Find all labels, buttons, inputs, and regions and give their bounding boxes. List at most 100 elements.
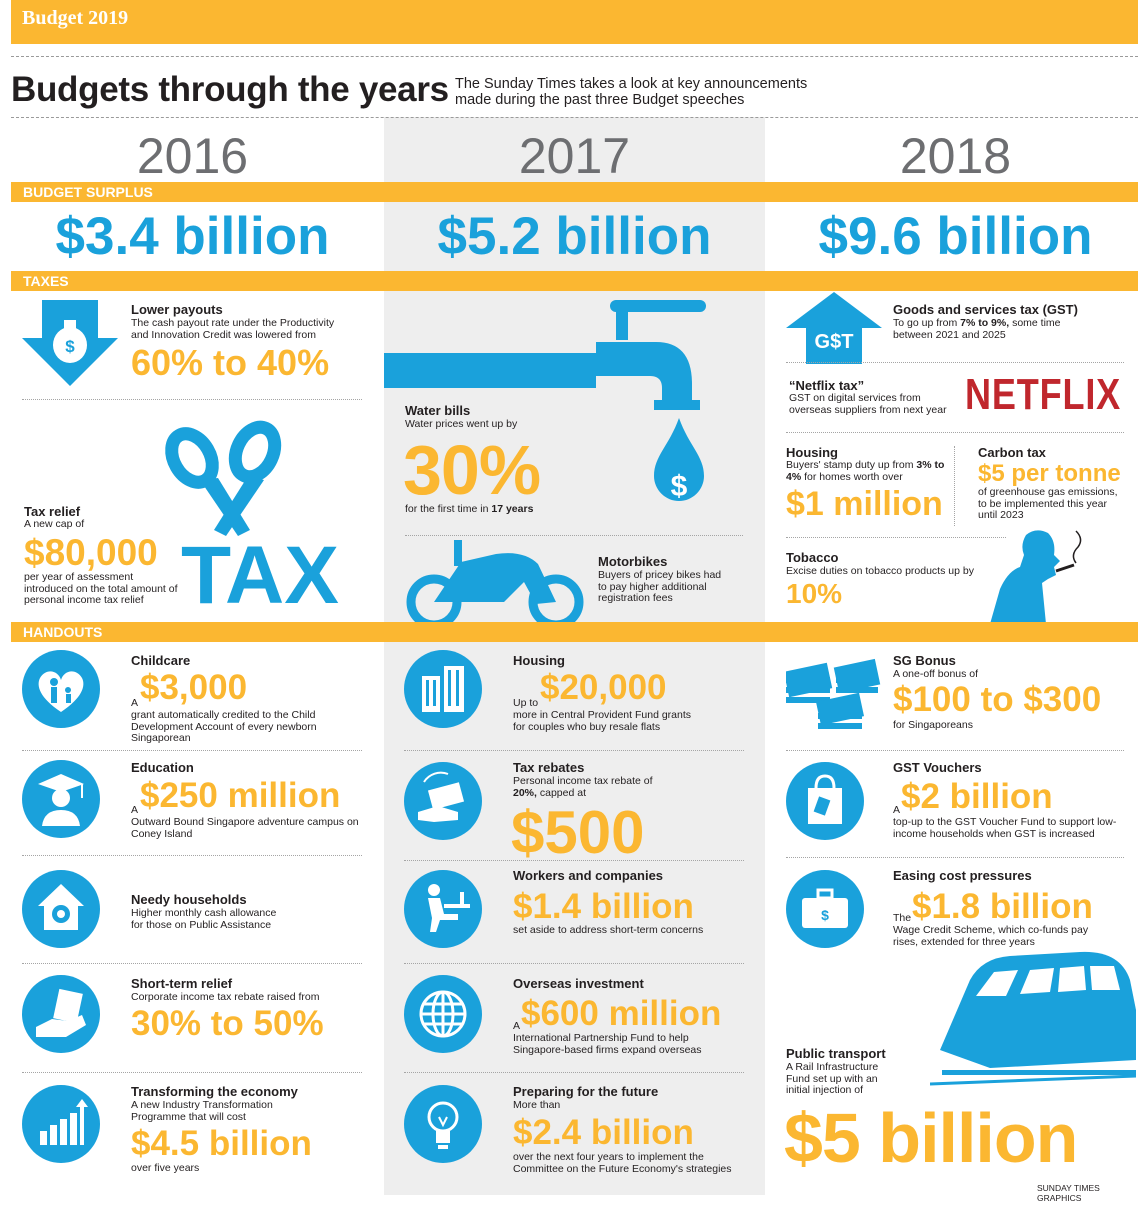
divider	[22, 399, 362, 400]
overseas-value: $600 million	[521, 994, 722, 1033]
gst-vouchers-heading: GST Vouchers	[893, 760, 982, 775]
housing-text: Buyers' stamp duty up from	[786, 459, 914, 471]
buildings-icon	[404, 650, 482, 728]
housing-grant-value: $20,000	[540, 668, 667, 707]
divider	[786, 432, 1124, 433]
motorbikes-text: Buyers of pricey bikes had to pay higher…	[598, 569, 722, 604]
tax-relief-text: A new cap of	[24, 518, 85, 530]
graphics-credit: SUNDAY TIMES GRAPHICS	[1037, 1183, 1100, 1203]
divider	[954, 446, 955, 526]
divider	[22, 855, 362, 856]
globe-icon	[404, 975, 482, 1053]
transforming-heading: Transforming the economy	[131, 1084, 298, 1099]
gst-text-post: some time between 2021 and 2025	[893, 317, 1061, 341]
scissors-tax-graphic: TAX	[165, 420, 339, 608]
water-bills-value: 30%	[403, 431, 541, 509]
overseas-text: International Partnership Fund to help S…	[513, 1032, 702, 1056]
housing-grant-text: more in Central Provident Fund grants fo…	[513, 709, 692, 733]
overseas-heading: Overseas investment	[513, 976, 644, 991]
lower-payouts-heading: Lower payouts	[131, 302, 223, 317]
section-band-handouts: HANDOUTS	[11, 622, 1138, 642]
netflix-tax-text: GST on digital services from overseas su…	[789, 392, 947, 416]
childcare-text: grant automatically credited to the Chil…	[131, 709, 317, 744]
shopping-bag-icon	[786, 762, 864, 840]
section-band-surplus: BUDGET SURPLUS	[11, 182, 1138, 202]
sg-bonus-heading: SG Bonus	[893, 653, 956, 668]
gst-vouchers-value: $2 billion	[901, 777, 1053, 816]
tax-rebates-pre: Personal income tax rebate of	[513, 775, 653, 787]
house-gear-icon	[22, 870, 100, 948]
education-value: $250 million	[140, 776, 341, 815]
section-label: BUDGET SURPLUS	[23, 184, 153, 200]
tax-relief-text2: per year of assessment introduced on the…	[24, 571, 178, 606]
sg-bonus-text: A one-off bonus of	[893, 668, 979, 680]
hand-money-arrows-icon	[404, 762, 482, 840]
section-label: TAXES	[23, 273, 69, 289]
easing-heading: Easing cost pressures	[893, 868, 1032, 883]
graduate-icon	[22, 760, 100, 838]
workers-text: set aside to address short-term concerns	[513, 924, 704, 936]
overseas-pre: A	[513, 1020, 521, 1032]
education-text: Outward Bound Singapore adventure campus…	[131, 816, 359, 840]
tobacco-heading: Tobacco	[786, 550, 839, 565]
smoker-silhouette-icon	[990, 530, 1082, 624]
gst-heading: Goods and services tax (GST)	[893, 302, 1078, 317]
divider	[405, 535, 743, 536]
easing-pre: The	[893, 912, 912, 924]
housing-tax-heading: Housing	[786, 445, 838, 460]
svg-text:$: $	[671, 470, 688, 503]
divider	[404, 750, 744, 751]
workers-value: $1.4 billion	[513, 887, 694, 926]
needy-text: Higher monthly cash allowance for those …	[131, 907, 277, 931]
gst-vouchers-pre: A	[893, 804, 901, 816]
divider	[786, 857, 1124, 858]
divider	[786, 362, 1124, 363]
gst-text-bold: 7% to 9%,	[960, 317, 1010, 329]
gst-text: To go up from 7% to 9%, some time betwee…	[893, 317, 1083, 341]
divider	[11, 56, 1138, 57]
public-transport-heading: Public transport	[786, 1046, 886, 1061]
needy-heading: Needy households	[131, 892, 247, 907]
year-2016: 2016	[136, 128, 249, 184]
public-transport-value: $5 billion	[784, 1099, 1078, 1177]
workers-heading: Workers and companies	[513, 868, 664, 883]
divider	[786, 750, 1124, 751]
housing-tax-text: Buyers' stamp duty up from 3% to 4% for …	[786, 459, 946, 483]
cash-stacks-icon	[786, 658, 881, 729]
public-transport-text: A Rail Infrastructure Fund set up with a…	[786, 1061, 879, 1096]
motorbike-icon	[406, 540, 584, 628]
lightbulb-icon	[404, 1085, 482, 1163]
section-band-taxes: TAXES	[11, 271, 1138, 291]
easing-value: $1.8 billion	[912, 887, 1093, 926]
top-banner: Budget 2019	[11, 0, 1138, 44]
transforming-text: A new Industry Transformation Programme …	[131, 1099, 273, 1123]
lower-payouts-value: 60% to 40%	[131, 342, 330, 383]
divider	[22, 1072, 362, 1073]
water-text2: for the first time in	[405, 503, 489, 515]
sg-bonus-value: $100 to $300	[893, 680, 1102, 719]
year-2018: 2018	[899, 128, 1012, 184]
housing-text-bold: 3% to 4%	[786, 459, 945, 483]
education-pre: A	[131, 804, 139, 816]
housing-tax-value: $1 million	[786, 485, 943, 523]
divider	[404, 963, 744, 964]
bar-chart-growth-icon	[22, 1085, 100, 1163]
carbon-tax-text: of greenhouse gas emissions, to be imple…	[978, 486, 1118, 521]
housing-text-post: for homes worth over	[804, 470, 903, 483]
gst-vouchers-text: top-up to the GST Voucher Fund to suppor…	[893, 816, 1117, 840]
short-term-heading: Short-term relief	[131, 976, 233, 991]
divider	[404, 860, 744, 861]
netflix-logo: NETFLIX	[965, 370, 1122, 419]
motorbikes-heading: Motorbikes	[598, 554, 668, 569]
train-icon	[930, 951, 1136, 1086]
water-bills-text2: for the first time in 17 years	[405, 503, 534, 516]
svg-text:$: $	[65, 337, 75, 356]
water-bills-heading: Water bills	[405, 403, 471, 418]
worker-at-desk-icon	[404, 870, 482, 948]
gst-text-pre: To go up from	[893, 317, 958, 329]
divider	[786, 537, 1006, 538]
childcare-value: $3,000	[140, 668, 248, 707]
water-years: 17 years	[491, 503, 534, 515]
carbon-tax-value: $5 per tonne	[978, 460, 1121, 487]
easing-text: Wage Credit Scheme, which co-funds pay r…	[893, 924, 1089, 948]
